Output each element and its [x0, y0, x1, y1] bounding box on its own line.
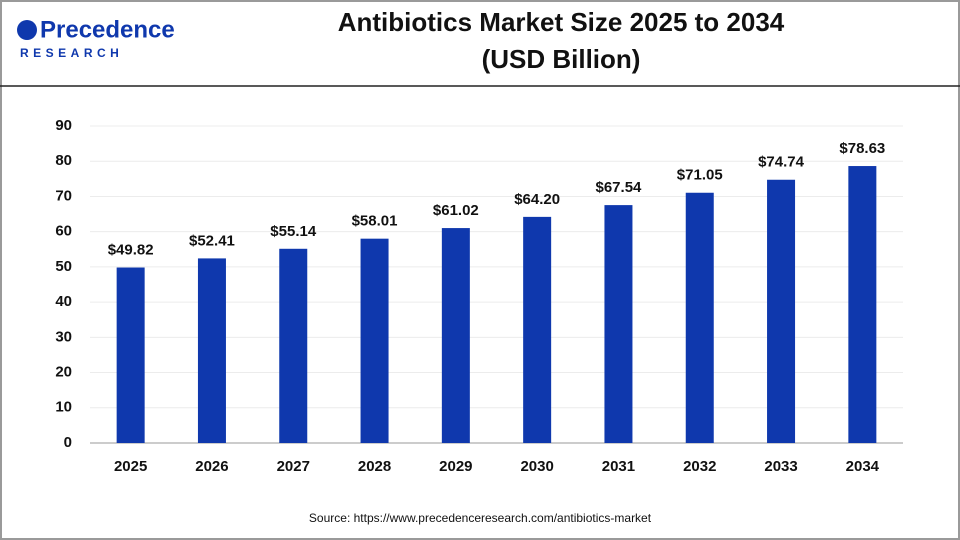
- value-label: $55.14: [270, 223, 317, 240]
- value-label: $58.01: [352, 213, 398, 230]
- value-label: $49.82: [108, 241, 154, 258]
- source-note: Source: https://www.precedenceresearch.c…: [309, 511, 652, 525]
- value-label: $61.02: [433, 202, 479, 219]
- x-tick-label: 2029: [439, 458, 472, 475]
- bar: [848, 166, 877, 443]
- y-tick-label: 70: [55, 187, 72, 204]
- value-label: $74.74: [758, 154, 805, 171]
- x-tick-label: 2026: [195, 458, 228, 475]
- bar: [767, 179, 796, 443]
- bar: [523, 216, 552, 443]
- x-tick-label: 2027: [277, 458, 310, 475]
- x-tick-label: 2032: [683, 458, 716, 475]
- bar: [116, 267, 145, 443]
- bar: [360, 238, 389, 443]
- bar: [685, 192, 714, 443]
- logo-icon: [17, 20, 37, 40]
- value-label: $71.05: [677, 167, 723, 184]
- y-tick-label: 0: [64, 434, 72, 451]
- logo: Precedence RESEARCH: [17, 16, 175, 60]
- y-tick-label: 10: [55, 399, 72, 416]
- x-tick-label: 2034: [846, 458, 880, 475]
- x-tick-label: 2025: [114, 458, 147, 475]
- x-tick-label: 2031: [602, 458, 635, 475]
- y-tick-label: 50: [55, 258, 72, 275]
- y-tick-label: 40: [55, 293, 72, 310]
- chart-subtitle: (USD Billion): [482, 44, 641, 74]
- bar: [604, 205, 633, 443]
- value-label: $78.63: [839, 140, 885, 157]
- logo-tagline: RESEARCH: [20, 46, 123, 60]
- value-label: $64.20: [514, 191, 560, 208]
- y-tick-label: 60: [55, 223, 72, 240]
- value-label: $67.54: [596, 179, 643, 196]
- chart-title: Antibiotics Market Size 2025 to 2034: [338, 7, 785, 37]
- y-tick-label: 80: [55, 152, 72, 169]
- x-tick-label: 2033: [764, 458, 797, 475]
- y-tick-label: 90: [55, 117, 72, 134]
- x-tick-label: 2030: [520, 458, 553, 475]
- bar: [441, 228, 470, 443]
- y-tick-label: 30: [55, 328, 72, 345]
- x-tick-label: 2028: [358, 458, 391, 475]
- bar: [279, 248, 308, 443]
- y-tick-label: 20: [55, 364, 72, 381]
- bar: [197, 258, 226, 443]
- logo-name: Precedence: [40, 16, 175, 43]
- value-label: $52.41: [189, 232, 235, 249]
